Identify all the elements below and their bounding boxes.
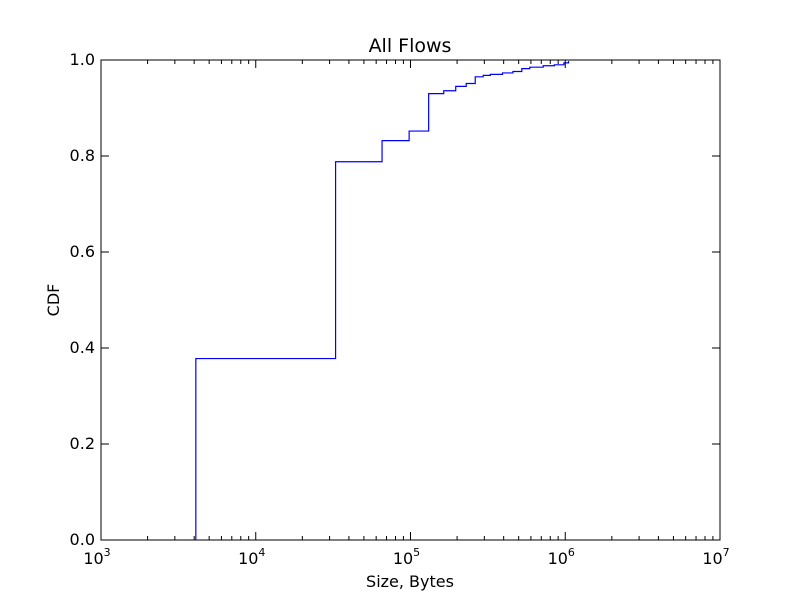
x-tick-label: 104 <box>238 546 265 568</box>
chart-title: All Flows <box>369 35 452 57</box>
x-tick-label: 106 <box>548 546 575 568</box>
y-tick-label: 0.0 <box>70 530 95 549</box>
axis-ticks: 103 104 105 106 107 0.0 0.2 0.4 0.6 0.8 1.0 <box>70 50 730 568</box>
axes-frame <box>100 59 721 541</box>
x-tick-label: 105 <box>393 546 420 568</box>
y-axis-label: CDF <box>44 284 63 317</box>
y-tick-label: 0.8 <box>70 146 95 165</box>
plot-area <box>100 59 721 541</box>
y-tick-label: 0.4 <box>70 338 95 357</box>
y-tick-label: 0.6 <box>70 242 95 261</box>
x-axis-label: Size, Bytes <box>366 572 454 591</box>
cdf-series-line <box>195 60 570 540</box>
x-tick-label: 107 <box>702 546 729 568</box>
x-tick-label: 103 <box>83 546 110 568</box>
y-tick-label: 1.0 <box>70 50 95 69</box>
y-tick-label: 0.2 <box>70 434 95 453</box>
